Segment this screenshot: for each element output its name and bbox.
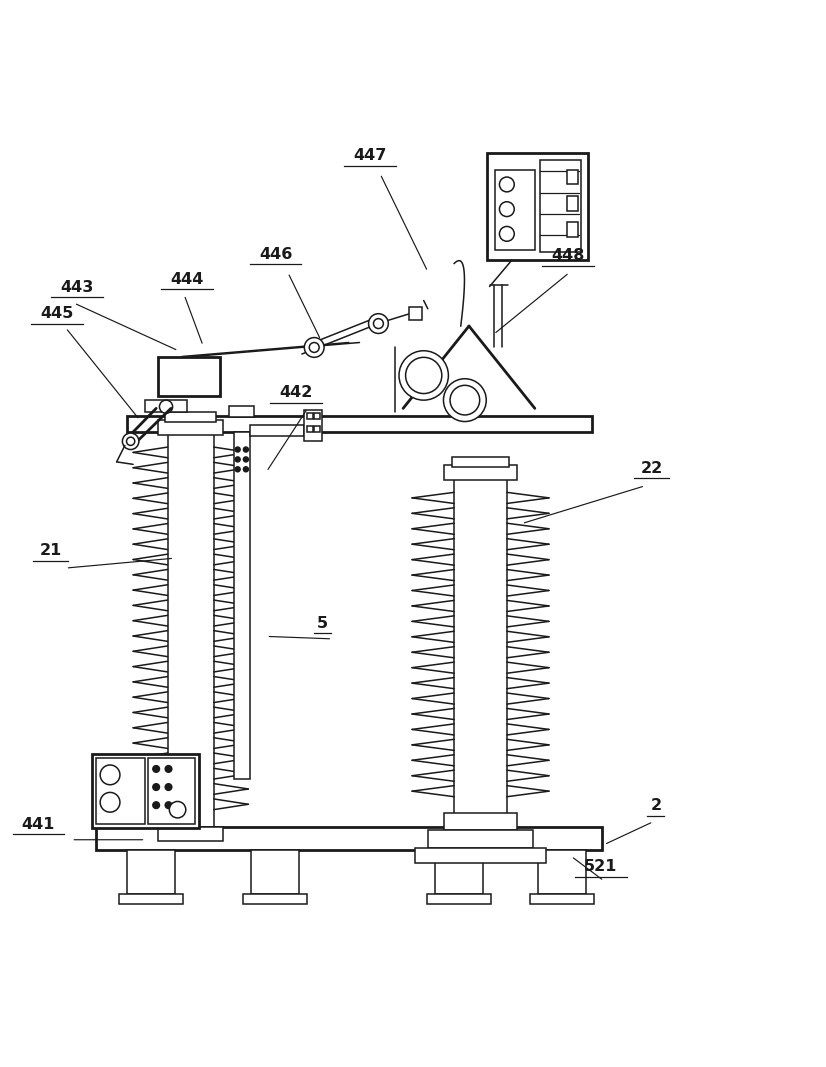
- Bar: [145, 400, 187, 413]
- Text: 2: 2: [650, 798, 662, 813]
- Circle shape: [165, 802, 172, 809]
- Bar: [119, 894, 183, 904]
- Circle shape: [169, 801, 186, 818]
- Bar: [250, 425, 304, 436]
- Bar: [148, 759, 195, 824]
- Circle shape: [235, 457, 240, 462]
- Bar: [487, 154, 587, 260]
- Circle shape: [235, 447, 240, 452]
- Bar: [435, 850, 483, 894]
- Bar: [496, 170, 535, 251]
- Bar: [234, 432, 250, 779]
- Circle shape: [100, 793, 120, 812]
- Bar: [567, 170, 578, 185]
- Circle shape: [304, 337, 324, 357]
- Text: 441: 441: [21, 816, 55, 831]
- Bar: [314, 413, 320, 419]
- Bar: [444, 465, 517, 480]
- Circle shape: [153, 766, 159, 773]
- Bar: [92, 754, 199, 828]
- Bar: [427, 894, 491, 904]
- Bar: [567, 196, 578, 211]
- Bar: [304, 410, 322, 442]
- Circle shape: [122, 433, 139, 449]
- Circle shape: [373, 319, 383, 329]
- Text: 446: 446: [259, 246, 292, 261]
- Circle shape: [244, 447, 249, 452]
- Text: 444: 444: [170, 271, 203, 287]
- Circle shape: [450, 385, 480, 415]
- Text: 448: 448: [551, 249, 585, 264]
- Text: 21: 21: [40, 543, 62, 558]
- Text: 521: 521: [584, 859, 617, 874]
- Bar: [314, 427, 320, 432]
- Bar: [165, 412, 216, 421]
- Bar: [409, 307, 422, 320]
- Text: 5: 5: [317, 616, 328, 631]
- Bar: [306, 427, 312, 432]
- Bar: [306, 413, 312, 419]
- Bar: [127, 416, 592, 432]
- Bar: [444, 813, 517, 830]
- Text: 447: 447: [354, 148, 387, 163]
- Bar: [251, 850, 298, 894]
- Circle shape: [235, 467, 240, 472]
- Circle shape: [500, 202, 515, 217]
- Circle shape: [406, 357, 442, 394]
- Text: 445: 445: [40, 306, 74, 321]
- Bar: [159, 420, 223, 434]
- Text: 443: 443: [60, 280, 94, 294]
- Bar: [96, 827, 602, 850]
- Bar: [539, 160, 581, 252]
- Bar: [243, 894, 306, 904]
- Bar: [96, 759, 145, 824]
- Bar: [538, 850, 586, 894]
- Bar: [567, 222, 578, 237]
- Circle shape: [153, 784, 159, 791]
- Circle shape: [500, 177, 515, 192]
- Bar: [127, 850, 175, 894]
- Circle shape: [244, 467, 249, 472]
- Bar: [158, 356, 220, 396]
- Circle shape: [100, 765, 120, 784]
- Text: 22: 22: [641, 461, 662, 476]
- Circle shape: [126, 437, 135, 445]
- Circle shape: [444, 379, 487, 421]
- Bar: [415, 848, 546, 863]
- Bar: [230, 405, 254, 417]
- Circle shape: [399, 351, 449, 400]
- Bar: [530, 894, 594, 904]
- Circle shape: [309, 343, 319, 352]
- Circle shape: [153, 802, 159, 809]
- Circle shape: [500, 226, 515, 241]
- Circle shape: [165, 766, 172, 773]
- Circle shape: [244, 457, 249, 462]
- Circle shape: [159, 400, 173, 413]
- Circle shape: [368, 314, 388, 334]
- Bar: [428, 830, 534, 848]
- Bar: [452, 457, 510, 467]
- Circle shape: [165, 784, 172, 791]
- Bar: [159, 827, 223, 842]
- Text: 442: 442: [279, 385, 313, 400]
